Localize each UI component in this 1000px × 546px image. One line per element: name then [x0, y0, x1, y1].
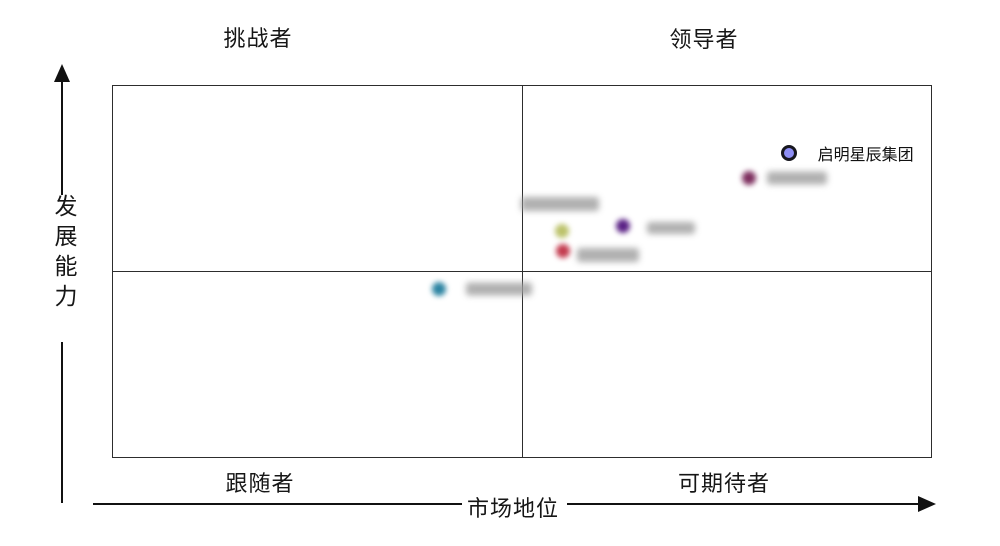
data-point-label-blurred: [576, 248, 639, 263]
data-point: [615, 219, 630, 234]
data-point: [555, 224, 570, 239]
y-axis-label: 发展能力: [51, 194, 77, 314]
data-point-label-blurred: [465, 282, 532, 296]
x-axis-label: 市场地位: [466, 496, 560, 521]
quadrant-label-promising: 可期待者: [677, 471, 771, 496]
data-point-label-blurred: [646, 222, 695, 235]
x-axis-arrow-icon: [918, 496, 936, 512]
y-axis-line-lower: [61, 342, 63, 503]
y-axis-arrow-icon: [54, 64, 70, 82]
quadrant-divider-horizontal: [113, 270, 931, 273]
data-point: [555, 244, 570, 259]
data-point: [780, 144, 797, 161]
quadrant-label-challengers: 挑战者: [223, 26, 293, 51]
x-axis-line-left: [93, 503, 462, 505]
data-point: [742, 170, 757, 185]
quadrant-label-leaders: 领导者: [669, 27, 739, 52]
data-point-label: 启明星辰集团: [817, 146, 914, 164]
data-point: [431, 281, 446, 296]
data-point-label-blurred: [767, 171, 828, 185]
blurred-text-block: [521, 197, 600, 212]
plot-area: 启明星辰集团: [112, 85, 932, 458]
y-axis-line-upper: [61, 80, 63, 195]
x-axis-line-right: [567, 503, 919, 505]
quadrant-label-followers: 跟随者: [225, 471, 295, 496]
